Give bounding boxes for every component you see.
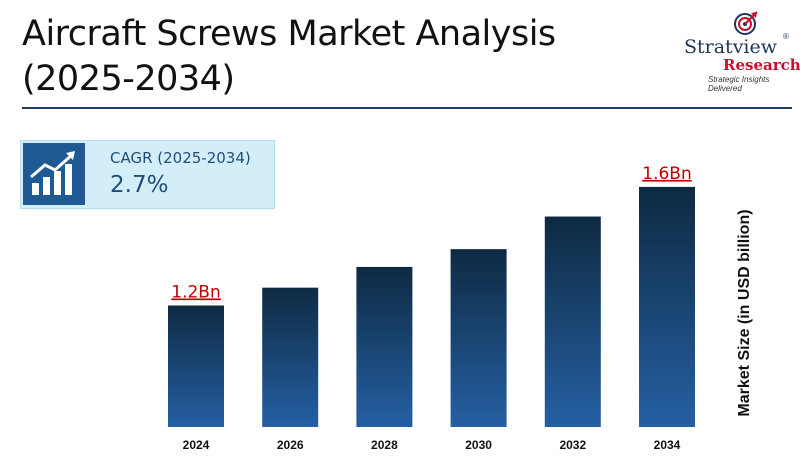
- bar-2030: [450, 249, 507, 427]
- cagr-value: 2.7%: [110, 172, 169, 198]
- y-axis-label: Market Size (in USD billion): [736, 209, 753, 417]
- cagr-box: CAGR (2025-2034) 2.7%: [20, 140, 275, 209]
- logo-sub: Research: [723, 56, 800, 74]
- logo: Stratview ® Research Strategic Insights …: [660, 10, 800, 93]
- cagr-label: CAGR (2025-2034): [110, 149, 251, 167]
- logo-tagline: Strategic Insights Delivered: [708, 75, 770, 93]
- data-label-2034: 1.6Bn: [642, 164, 691, 184]
- x-tick-label-2032: 2032: [559, 438, 586, 452]
- bar-2028: [356, 266, 413, 427]
- page-title: Aircraft Screws Market Analysis (2025-20…: [22, 14, 556, 99]
- bar-2032: [544, 216, 601, 427]
- bar-2034: [639, 186, 695, 427]
- x-tick-label-2026: 2026: [277, 438, 304, 452]
- cagr-icon-tile: [23, 143, 85, 205]
- logo-registered: ®: [783, 32, 789, 41]
- x-tick-label-2028: 2028: [371, 438, 398, 452]
- data-label-2024: 1.2Bn: [171, 282, 220, 302]
- x-tick-label-2030: 2030: [465, 438, 492, 452]
- logo-name: Stratview: [684, 36, 778, 58]
- x-tick-label-2024: 2024: [183, 438, 210, 452]
- title-divider: [22, 107, 792, 109]
- bar-2024: [168, 305, 224, 427]
- x-tick-label-2034: 2034: [654, 438, 681, 452]
- target-arrow-icon: [734, 11, 758, 35]
- growth-chart-icon: [30, 151, 75, 195]
- bar-2026: [262, 287, 319, 427]
